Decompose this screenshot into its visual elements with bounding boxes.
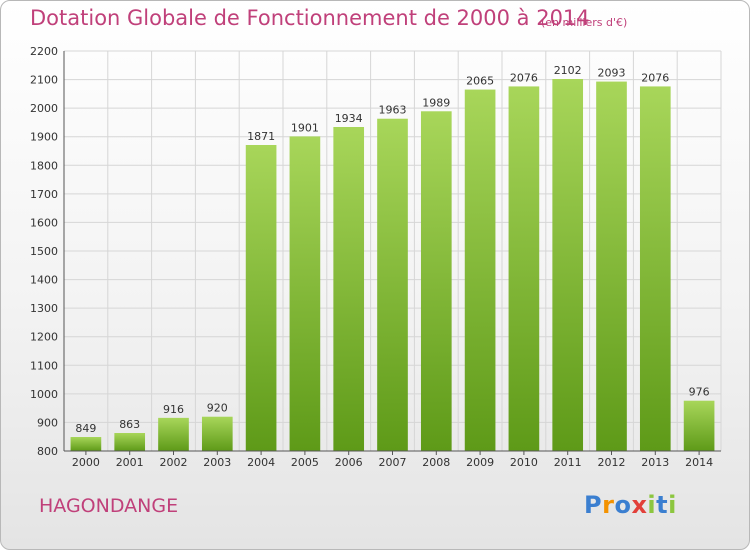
logo-letter: r [602, 491, 615, 519]
bar [114, 433, 146, 451]
chart-title: Dotation Globale de Fonctionnement de 20… [30, 6, 590, 30]
bar-value-label: 1871 [247, 130, 275, 143]
x-tick-label: 2011 [554, 456, 582, 469]
bar [333, 127, 365, 451]
bar-value-label: 2076 [641, 71, 669, 84]
bar [596, 81, 627, 452]
y-tick-label: 1200 [30, 331, 58, 344]
y-tick-label: 2200 [30, 45, 58, 58]
bar-value-label: 1963 [379, 104, 407, 117]
logo-letter: P [584, 491, 603, 519]
bar [508, 86, 540, 451]
y-tick-label: 1100 [30, 359, 58, 372]
bar-value-label: 2065 [466, 75, 494, 88]
x-tick-label: 2004 [247, 456, 275, 469]
bar-value-label: 1989 [422, 96, 450, 109]
y-tick-label: 2000 [30, 102, 58, 115]
y-tick-label: 800 [37, 445, 58, 458]
y-tick-label: 1600 [30, 216, 58, 229]
bar-value-label: 2093 [598, 67, 626, 80]
logo-letter: i [647, 491, 657, 519]
y-tick-label: 2100 [30, 74, 58, 87]
x-tick-label: 2013 [641, 456, 669, 469]
commune-name: HAGONDANGE [39, 495, 179, 517]
bar [158, 417, 189, 451]
bar [683, 400, 715, 451]
bar-value-label: 920 [207, 402, 228, 415]
logo-letter: o [614, 491, 632, 519]
x-tick-label: 2014 [685, 456, 713, 469]
bar [639, 86, 671, 451]
data-labels: 849 863 916 920 1871 1901 1934 1963 1989 2065 2076… [75, 64, 709, 435]
y-tick-label: 900 [37, 416, 58, 429]
logo-letter: t [656, 491, 669, 519]
x-tick-label: 2009 [466, 456, 494, 469]
x-tick-label: 2012 [598, 456, 626, 469]
proxiti-logo[interactable]: Proxiti [584, 491, 677, 519]
x-tick-label: 2007 [379, 456, 407, 469]
bar-value-label: 863 [119, 418, 140, 431]
bar-value-label: 1934 [335, 112, 363, 125]
chart-unit-note: (en milliers d'€) [541, 16, 628, 29]
bar [289, 136, 321, 451]
bar-value-label: 1901 [291, 121, 319, 134]
x-tick-label: 2008 [422, 456, 450, 469]
logo-letter: i [668, 491, 677, 519]
y-tick-label: 1700 [30, 188, 58, 201]
bar [70, 437, 102, 451]
y-tick-label: 1300 [30, 302, 58, 315]
bar [377, 118, 408, 451]
bar [201, 416, 233, 451]
bars [70, 79, 715, 452]
bar-value-label: 2102 [554, 64, 582, 77]
y-tick-label: 1900 [30, 131, 58, 144]
bar-value-label: 2076 [510, 71, 538, 84]
y-tick-label: 1500 [30, 245, 58, 258]
x-tick-label: 2010 [510, 456, 538, 469]
x-tick-label: 2003 [203, 456, 231, 469]
bar [552, 79, 584, 451]
y-tick-label: 1400 [30, 274, 58, 287]
axes: 800 900 1000 1100 1200 1300 1400 1500 1600 1700 18… [30, 45, 721, 469]
x-tick-label: 2002 [160, 456, 188, 469]
x-tick-label: 2001 [116, 456, 144, 469]
logo-letter: x [631, 491, 648, 519]
bar [420, 111, 452, 452]
bar [245, 145, 277, 451]
y-tick-label: 1000 [30, 388, 58, 401]
bar-value-label: 976 [689, 386, 710, 399]
x-tick-label: 2006 [335, 456, 363, 469]
bar-value-label: 849 [75, 422, 96, 435]
bar-value-label: 916 [163, 403, 184, 416]
x-tick-label: 2000 [72, 456, 100, 469]
bar [464, 89, 496, 452]
x-tick-label: 2005 [291, 456, 319, 469]
y-tick-label: 1800 [30, 159, 58, 172]
